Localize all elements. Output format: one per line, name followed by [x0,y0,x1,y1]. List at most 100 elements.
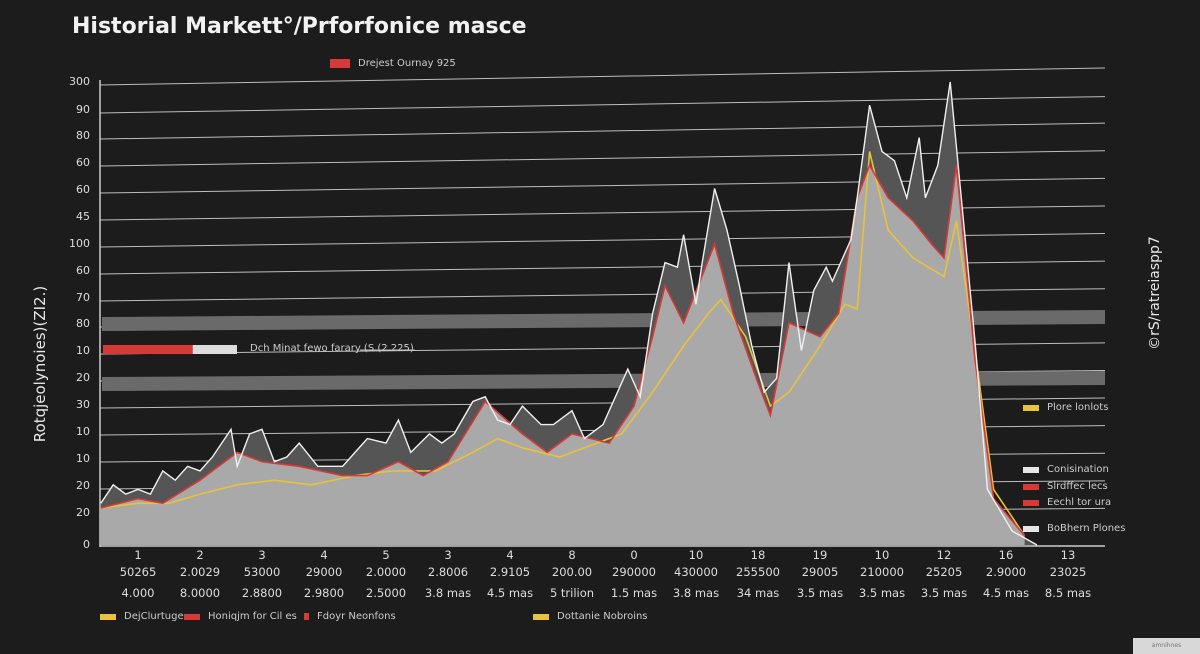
legend-label: Dottanie Nobroins [557,611,648,622]
lower-area [100,165,1025,546]
legend-item: DejClurtuge [100,611,184,622]
x-label-x-row3: 34 mas [736,586,780,600]
legend-swatch [100,613,116,620]
x-label-x-row2: 53000 [243,565,281,579]
legend-label: Fdoyr Neonfons [317,611,396,622]
gridline [99,96,1106,114]
y-tick-label: 20 [76,506,90,519]
x-label-x-row2: 255500 [736,565,780,579]
x-label-x-tick-labels: 4 [506,548,514,562]
x-label-x-tick-labels: 0 [630,548,638,562]
x-label-x-tick-labels: 13 [1060,548,1076,562]
x-label-x-row2: 29005 [801,565,839,579]
legend-label: Slrdffec lecs [1047,481,1108,492]
y-tick-label: 60 [76,156,90,169]
legend-swatch [1023,525,1039,532]
top-legend: Drejest Ournay 925 [330,58,456,69]
right-side-label: ©rS/ratreiaspp7 [1147,236,1163,350]
legend-item: Conisination [1023,464,1109,475]
x-label-x-row3: 4.5 mas [486,586,534,600]
x-label-x-row2: 210000 [860,565,904,579]
y-tick-label: 80 [76,317,90,330]
legend-swatch [330,59,350,68]
x-label-x-row3: 5 trilion [549,586,595,600]
legend-label: DejClurtuge [124,611,184,622]
series-line-yellow [100,151,1026,537]
x-label-x-row3: 8.5 mas [1044,586,1092,600]
x-label-x-row2: 2.9105 [489,565,531,579]
x-label-x-row3: 4.5 mas [982,586,1030,600]
y-tick-label: 0 [83,538,90,551]
x-label-x-row3: 8.0000 [179,586,221,600]
x-label-x-tick-labels: 1 [134,548,142,562]
y-tick-label: 70 [76,291,90,304]
gridline [99,67,1106,86]
y-tick-label: 60 [76,264,90,277]
x-label-x-tick-labels: 3 [444,548,452,562]
x-label-x-tick-labels: 16 [998,548,1014,562]
legend-swatch [1023,499,1039,506]
x-label-x-tick-labels: 18 [750,548,766,562]
x-label-x-row3: 3.8 mas [424,586,472,600]
y-tick-label: 90 [76,103,90,116]
legend-swatch [1023,466,1039,473]
x-label-x-row2: 2.0029 [179,565,221,579]
y-tick-label: 100 [69,237,90,250]
series-line-red [100,163,1026,537]
x-label-x-row3: 3.8 mas [672,586,720,600]
x-label-x-row2: 290000 [612,565,656,579]
x-label-x-row2: 23025 [1049,565,1087,579]
y-tick-label: 60 [76,183,90,196]
x-label-x-row3: 3.5 mas [796,586,844,600]
x-label-x-row2: 200.00 [551,565,593,579]
y-tick-label: 10 [76,344,90,357]
x-label-x-row2: 25205 [925,565,963,579]
series-line-white [100,81,1038,546]
x-label-x-row2: 2.8006 [427,565,469,579]
legend-swatch [1023,404,1039,411]
annotation-bar-fill [103,345,193,354]
legend-item: Honiqjm for Cil es [184,611,297,622]
x-label-x-row3: 2.5000 [365,586,407,600]
gridline [99,122,1106,140]
x-label-x-tick-labels: 10 [688,548,704,562]
legend-label: Honiqjm for Cil es [208,611,297,622]
legend-item: Slrdffec lecs [1023,481,1108,492]
bar-annotation-label: Dch Minat fewo farary (S (2.225) [250,343,414,354]
chart-title: Historial Markett°/Prforfonice masce [72,14,527,39]
y-tick-label: 45 [76,210,90,223]
legend-label: Drejest Ournay 925 [358,58,456,69]
y-tick-label: 20 [76,371,90,384]
x-label-x-tick-labels: 8 [568,548,576,562]
legend-item: Plore lonlots [1023,402,1108,413]
x-label-x-row2: 2.9000 [985,565,1027,579]
y-tick-label: 20 [76,479,90,492]
x-label-x-tick-labels: 12 [936,548,952,562]
x-label-x-tick-labels: 19 [812,548,828,562]
y-axis-label: Rotqjeolynoies)(ZI2.) [31,285,49,443]
x-label-x-row3: 3.5 mas [858,586,906,600]
legend-swatch [304,613,309,620]
y-tick-label: 80 [76,129,90,142]
y-tick-label: 300 [69,75,90,88]
legend-swatch [533,613,549,620]
gridline [99,150,1106,167]
x-label-x-tick-labels: 10 [874,548,890,562]
y-tick-label: 30 [76,398,90,411]
x-label-x-tick-labels: 4 [320,548,328,562]
x-label-x-row3: 3.5 mas [920,586,968,600]
y-tick-label: 10 [76,452,90,465]
legend-swatch [184,613,200,620]
legend-label: Plore lonlots [1047,402,1109,413]
x-label-x-row2: 430000 [674,565,718,579]
x-label-x-row3: 4.000 [121,586,155,600]
x-label-x-row3: 2.9800 [303,586,345,600]
x-label-x-row2: 50265 [119,565,157,579]
corner-badge: amnihnes [1133,638,1200,654]
legend-item: BoBhern Plones [1023,523,1125,534]
x-label-x-row2: 2.0000 [365,565,407,579]
legend-label: Eechl tor ura [1047,497,1112,508]
legend-item: Fdoyr Neonfons [304,611,396,622]
x-label-x-tick-labels: 5 [382,548,390,562]
